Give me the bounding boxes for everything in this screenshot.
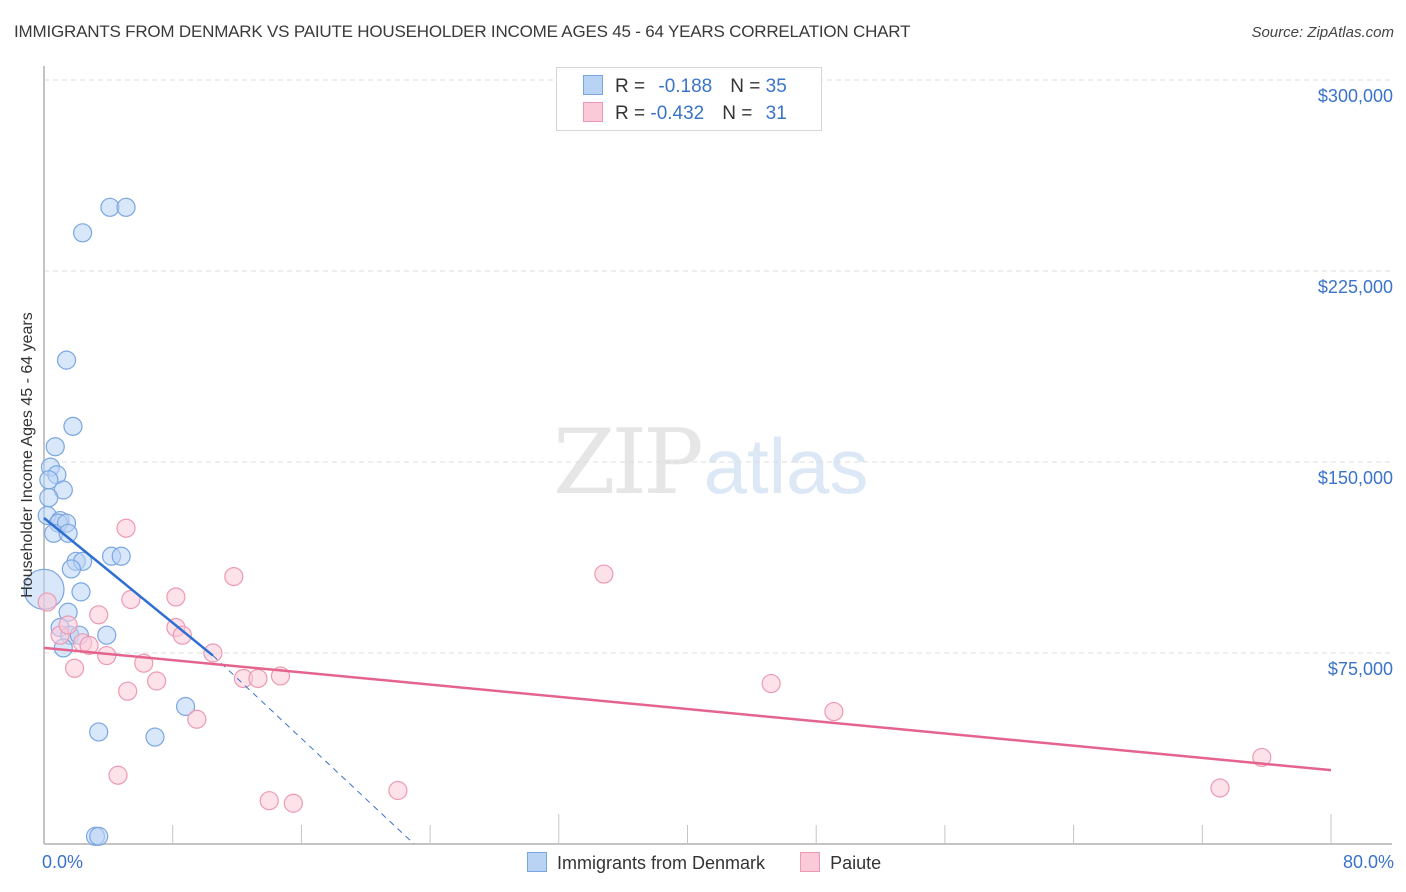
paiute-point: [64, 658, 85, 678]
denmark-point: [45, 437, 65, 457]
denmark-r-value: -0.188: [658, 76, 713, 97]
paiute-point: [118, 681, 138, 701]
denmark-point: [58, 523, 78, 543]
paiute-point: [259, 791, 279, 811]
paiute-point: [388, 780, 408, 801]
paiute-point: [1210, 778, 1230, 798]
denmark-trend-extension: [212, 655, 415, 845]
y-tick-75000: $75,000: [1327, 659, 1393, 679]
paiute-point: [108, 765, 128, 785]
paiute-point: [824, 701, 844, 722]
paiute-swatch-icon: [583, 102, 603, 122]
paiute-point: [248, 668, 268, 689]
source-label: Source: ZipAtlas.com: [1251, 24, 1394, 41]
denmark-swatch-icon: [583, 75, 603, 95]
legend-item-denmark[interactable]: Immigrants from Denmark: [527, 852, 765, 874]
paiute-n-value: 31: [765, 103, 787, 124]
denmark-point: [116, 197, 136, 217]
y-tick-300000: $300,000: [1317, 86, 1393, 106]
paiute-point: [89, 605, 109, 625]
denmark-point: [39, 488, 59, 508]
chart-title: IMMIGRANTS FROM DENMARK VS PAIUTE HOUSEH…: [14, 22, 911, 41]
denmark-point: [97, 625, 117, 645]
y-axis-label: Householder Income Ages 45 - 64 years: [19, 312, 36, 598]
legend-row-paiute: R = -0.432 N = 31: [583, 102, 787, 126]
denmark-point: [56, 350, 77, 370]
denmark-point: [63, 416, 83, 436]
paiute-point: [224, 566, 244, 587]
denmark-legend-swatch-icon: [527, 852, 547, 872]
correlation-legend: R = -0.188 N = 35 R = -0.432 N = 31: [556, 67, 822, 131]
denmark-point: [71, 582, 91, 602]
paiute-trendline: [43, 646, 1332, 772]
paiute-point: [58, 615, 78, 635]
y-tick-225000: $225,000: [1317, 277, 1393, 297]
legend-row-denmark: R = -0.188 N = 35: [583, 75, 787, 99]
paiute-point: [172, 625, 192, 645]
paiute-r-value: -0.432: [650, 103, 705, 124]
denmark-point: [89, 826, 109, 846]
series-legend: Immigrants from Denmark Paiute: [527, 852, 911, 874]
paiute-point: [147, 671, 167, 691]
x-tick-min: 0.0%: [42, 852, 84, 872]
y-tick-150000: $150,000: [1317, 468, 1393, 488]
denmark-point: [89, 722, 109, 742]
paiute-point: [166, 587, 186, 607]
denmark-point: [175, 696, 196, 717]
paiute-point: [283, 793, 303, 813]
paiute-point: [187, 709, 207, 729]
denmark-point: [73, 223, 93, 243]
paiute-point: [203, 643, 223, 663]
paiute-legend-swatch-icon: [800, 852, 821, 872]
paiute-point: [121, 589, 141, 610]
denmark-point: [100, 197, 120, 217]
x-tick-max: 80.0%: [1342, 852, 1394, 872]
paiute-point: [116, 518, 136, 538]
denmark-point: [145, 727, 165, 747]
denmark-point: [111, 546, 131, 566]
denmark-trendline: [43, 517, 214, 657]
paiute-point: [761, 673, 781, 694]
legend-item-paiute[interactable]: Paiute: [800, 852, 881, 874]
paiute-point: [79, 635, 99, 655]
denmark-point: [61, 559, 81, 579]
denmark-n-value: 35: [765, 76, 787, 97]
paiute-point: [37, 592, 57, 612]
paiute-point: [594, 564, 614, 584]
